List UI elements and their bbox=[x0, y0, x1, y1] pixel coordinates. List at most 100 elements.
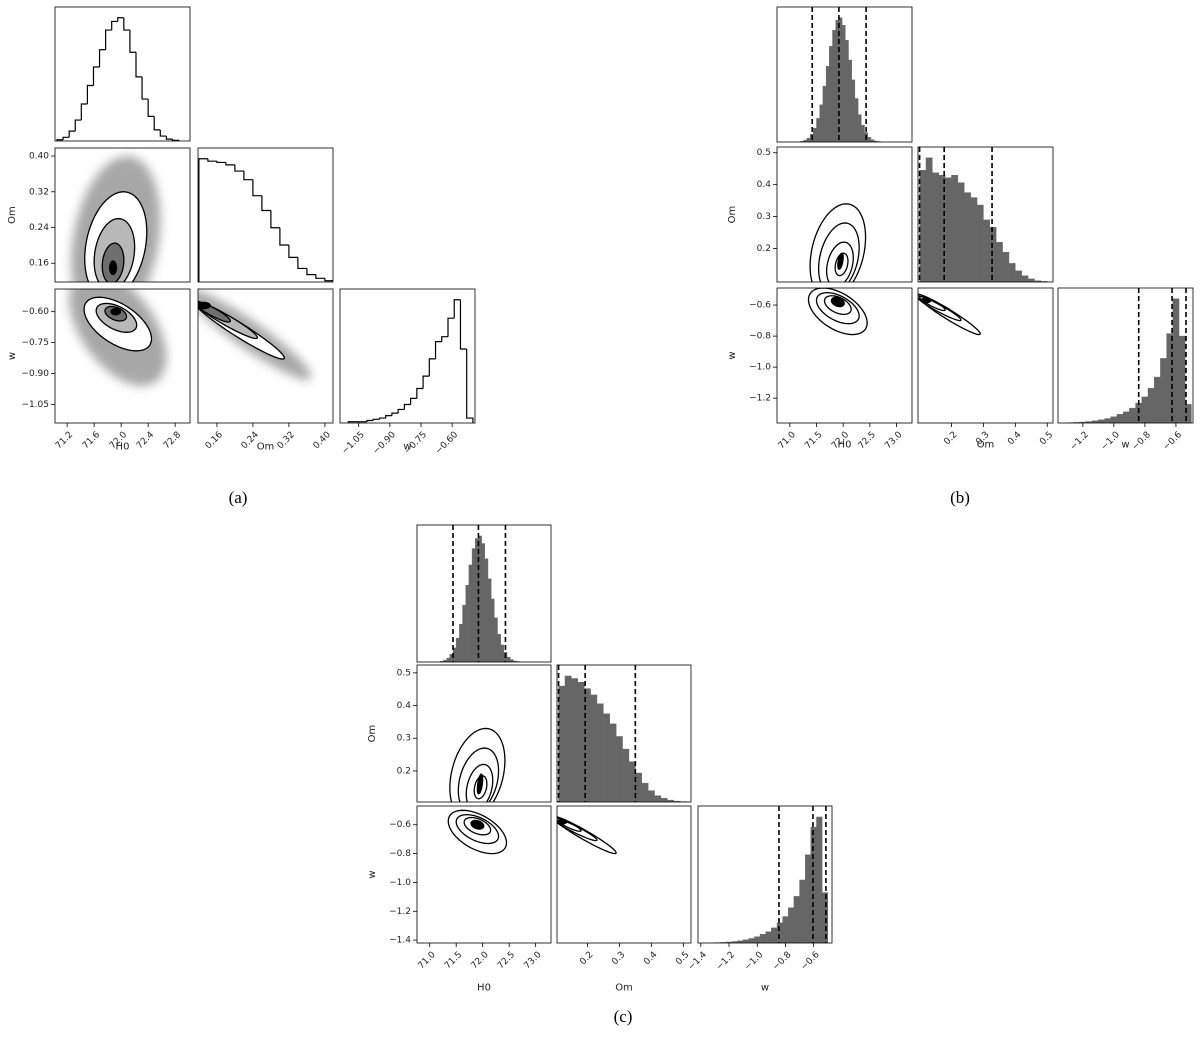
x-tick-label: 0.2 bbox=[578, 950, 595, 967]
x-axis-label: w bbox=[403, 441, 411, 452]
hist-bar bbox=[1160, 358, 1167, 423]
contour bbox=[815, 292, 860, 325]
contour bbox=[825, 241, 854, 282]
y-tick-label: −1.05 bbox=[21, 400, 49, 410]
panel-frame bbox=[197, 147, 334, 283]
hist-bar bbox=[806, 137, 811, 142]
hist-bar bbox=[1154, 376, 1161, 423]
contour bbox=[918, 295, 946, 312]
hist-step bbox=[466, 349, 474, 423]
hist-bar bbox=[1172, 298, 1180, 423]
y-tick-label: −1.0 bbox=[389, 878, 411, 888]
hist-bar bbox=[861, 125, 865, 142]
hist-bar bbox=[995, 242, 1003, 282]
contour bbox=[830, 296, 845, 308]
contour bbox=[465, 763, 494, 802]
hist-step bbox=[306, 268, 316, 276]
y-tick-label: 0.2 bbox=[397, 766, 411, 776]
hist-bar bbox=[821, 892, 828, 943]
contour bbox=[449, 727, 506, 802]
hist-step bbox=[105, 29, 112, 50]
hist-step bbox=[129, 30, 136, 53]
hist-bar bbox=[822, 85, 827, 142]
hist-step bbox=[279, 227, 289, 246]
hist-bar bbox=[459, 623, 463, 662]
y-axis-label: Om bbox=[7, 206, 18, 224]
hist-bar bbox=[793, 896, 800, 943]
panel bbox=[198, 290, 312, 380]
hist-bar bbox=[471, 548, 476, 662]
hist-bar bbox=[487, 578, 492, 662]
hist-bar bbox=[813, 127, 817, 142]
hist-step bbox=[198, 158, 208, 282]
hist-step bbox=[74, 119, 82, 132]
x-tick-label: −1.0 bbox=[1099, 430, 1122, 453]
hist-bar bbox=[816, 816, 823, 943]
y-tick-label: 0.3 bbox=[757, 212, 771, 222]
panel bbox=[449, 727, 506, 802]
contour bbox=[109, 260, 118, 276]
hist-bar bbox=[1178, 335, 1186, 423]
hist-step bbox=[297, 257, 307, 270]
x-tick-label: 0.3 bbox=[610, 950, 627, 967]
hist-bar bbox=[506, 656, 511, 662]
hist-step bbox=[441, 336, 448, 342]
panel-frame bbox=[197, 288, 334, 424]
contour bbox=[447, 809, 508, 855]
panel-frame bbox=[54, 288, 191, 424]
hist-bar bbox=[976, 204, 984, 282]
contour bbox=[809, 203, 867, 282]
hist-bar bbox=[654, 795, 662, 802]
x-tick-label: 0.4 bbox=[642, 950, 659, 967]
contour bbox=[837, 252, 844, 270]
hist-step bbox=[117, 17, 124, 22]
hist-bar bbox=[1141, 396, 1149, 423]
y-tick-label: 0.2 bbox=[757, 244, 771, 254]
contour bbox=[920, 297, 932, 304]
hist-bar bbox=[1027, 278, 1035, 282]
hist-bar bbox=[819, 104, 824, 142]
panel-frame bbox=[917, 287, 1054, 424]
hist-step bbox=[372, 418, 380, 421]
hist-bar bbox=[455, 637, 460, 662]
hist-bar bbox=[857, 114, 862, 142]
hist-bar bbox=[825, 66, 830, 142]
panel bbox=[56, 17, 180, 141]
panel bbox=[918, 293, 981, 336]
hist-bar bbox=[989, 227, 997, 282]
hist-step bbox=[403, 403, 411, 410]
hist-step bbox=[62, 136, 70, 140]
hist-bar bbox=[759, 933, 766, 943]
hist-step bbox=[366, 419, 374, 422]
hist-bar bbox=[832, 30, 836, 142]
x-tick-label: 72.4 bbox=[135, 430, 156, 451]
hist-step bbox=[434, 341, 442, 359]
hist-step bbox=[68, 130, 76, 138]
hist-step bbox=[391, 412, 399, 416]
hist-step bbox=[347, 421, 355, 423]
hist-bar bbox=[848, 59, 852, 142]
x-tick-label: −0.6 bbox=[799, 950, 822, 973]
hist-bar bbox=[1015, 270, 1022, 282]
hist-bar bbox=[851, 79, 856, 142]
y-tick-label: −1.0 bbox=[749, 363, 771, 373]
x-tick-label: 0.2 bbox=[942, 430, 959, 447]
hist-bar bbox=[957, 182, 965, 282]
x-axis-label: H0 bbox=[838, 439, 852, 450]
y-axis-label: Om bbox=[727, 206, 738, 224]
hist-bar bbox=[845, 39, 849, 142]
panel bbox=[198, 158, 333, 282]
x-tick-label: −1.0 bbox=[743, 950, 766, 973]
hist-bar bbox=[500, 644, 505, 662]
hist-step bbox=[447, 317, 455, 337]
y-tick-label: 0.16 bbox=[29, 259, 49, 269]
contour bbox=[557, 816, 617, 855]
panel bbox=[347, 299, 474, 423]
x-tick-label: 71.5 bbox=[803, 430, 824, 451]
hist-bar bbox=[1104, 418, 1111, 423]
panel bbox=[557, 816, 617, 855]
x-axis-label: H0 bbox=[477, 982, 491, 993]
y-tick-label: 0.4 bbox=[757, 180, 772, 190]
